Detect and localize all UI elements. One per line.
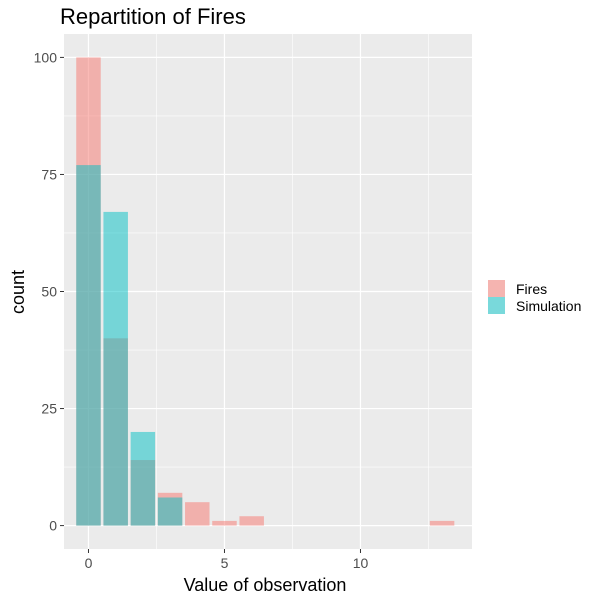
bar-fires-6 (239, 516, 264, 526)
y-axis-ticks: 0 25 50 75 100 (34, 49, 64, 534)
bar-fires-5 (212, 520, 237, 526)
x-axis-ticks: 0 5 10 (85, 549, 369, 571)
y-tick-label: 100 (34, 49, 58, 65)
y-axis-title: count (8, 270, 28, 314)
legend-swatch-simulation (488, 297, 505, 314)
y-tick-label: 25 (41, 401, 57, 417)
bar-fires-13 (429, 520, 455, 526)
x-tick-label: 5 (221, 555, 229, 571)
y-tick-label: 50 (41, 284, 57, 300)
x-axis-title: Value of observation (184, 575, 347, 595)
bar-simulation-2 (130, 431, 156, 526)
x-tick-label: 0 (85, 555, 93, 571)
bar-fires-4 (185, 502, 210, 526)
bar-simulation-1 (103, 211, 128, 526)
bar-simulation-0 (76, 165, 101, 526)
legend-label-simulation: Simulation (516, 298, 581, 314)
bar-simulation-3 (157, 497, 183, 526)
chart-title: Repartition of Fires (60, 4, 246, 29)
x-tick-label: 10 (353, 555, 369, 571)
bars (76, 57, 455, 526)
legend-swatch-fires (488, 280, 505, 297)
y-tick-label: 75 (41, 166, 57, 182)
y-tick-label: 0 (49, 518, 57, 534)
legend-label-fires: Fires (516, 281, 547, 297)
